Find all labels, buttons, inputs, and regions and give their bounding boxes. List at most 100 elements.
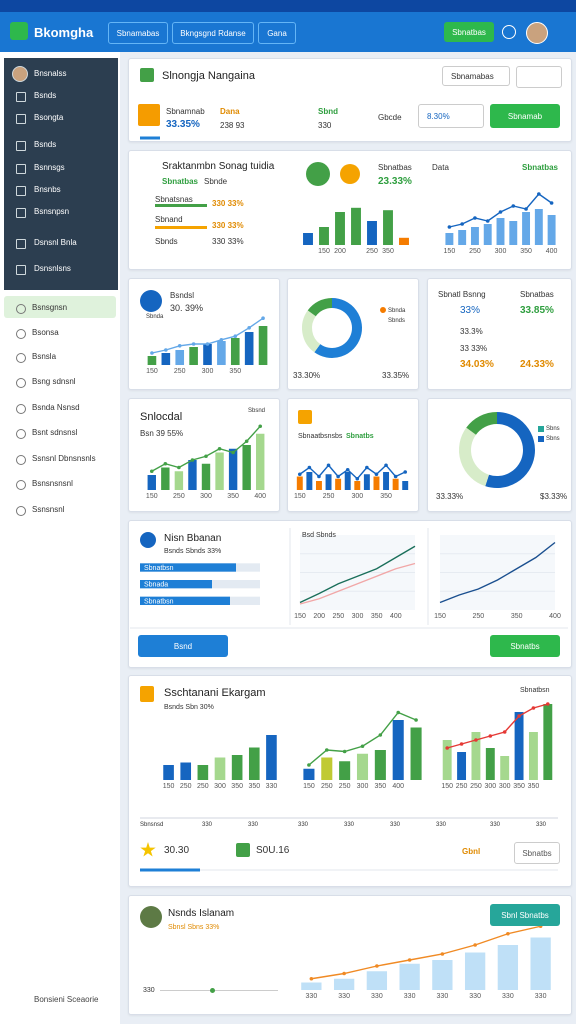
panel — [128, 58, 572, 142]
x-tick-label: 250 — [197, 783, 209, 790]
x-tick-label: 330 — [469, 993, 481, 1000]
point — [407, 958, 412, 962]
x-tick-label: 250 — [173, 493, 185, 500]
button[interactable]: Sbnamab — [490, 104, 560, 128]
select[interactable]: Sbnamabas — [442, 66, 510, 86]
panel-title: Sraktanmbn Sonag tuidia — [162, 161, 275, 172]
point — [324, 748, 329, 752]
x-tick-label: 350 — [380, 493, 392, 500]
nav-icon — [16, 480, 26, 490]
x-tick-label: 300 — [484, 783, 496, 790]
x-tick-label: 330 — [404, 993, 416, 1000]
button[interactable]: Sbnatbs — [514, 842, 560, 864]
stat-value: 238 93 — [220, 121, 245, 130]
label: Bsn 39 55% — [140, 429, 184, 438]
bar — [242, 445, 251, 490]
bar — [543, 704, 553, 780]
point — [261, 316, 265, 321]
button[interactable]: Sbnl Sbnatbs — [490, 904, 560, 926]
card — [128, 278, 280, 390]
panel-title: Slnongja Nangaina — [162, 70, 255, 82]
nav-item: Bsnt sdnsnsl — [32, 428, 78, 437]
value: 33.30% — [293, 371, 321, 380]
bar — [339, 761, 351, 780]
bar — [458, 230, 467, 245]
bar — [215, 452, 224, 490]
bar — [315, 481, 322, 490]
point — [177, 344, 182, 348]
bar — [366, 971, 388, 990]
header-button[interactable]: Sbnatbas — [444, 22, 494, 42]
tab[interactable]: Gana — [258, 22, 296, 44]
avatar[interactable] — [526, 22, 548, 44]
card-title: Snlocdal — [140, 411, 183, 423]
list-value: 330 33% — [212, 237, 244, 246]
bar — [483, 224, 492, 245]
stat-value: 330 — [318, 121, 332, 130]
x-tick-label: 250 — [339, 783, 351, 790]
x-tick-label: 250 — [472, 613, 484, 620]
nav-item: Bsnda Nsnsd — [32, 403, 80, 412]
list-label: Sbnds — [155, 237, 178, 246]
point — [447, 225, 452, 229]
stat: 33 33% — [460, 344, 488, 353]
nav-icon — [16, 208, 26, 218]
bar-label: Sbnatbsn — [144, 598, 174, 605]
x-tick-label: 150 — [146, 493, 158, 500]
card-title: Sbnatl Bsnng — [438, 290, 486, 299]
legend-swatch — [538, 436, 544, 442]
x-tick-label: 150 — [444, 248, 456, 255]
nav-icon — [16, 239, 26, 249]
stat-value: 33.35% — [166, 119, 200, 130]
line — [447, 703, 549, 749]
input[interactable]: 8.30% — [418, 104, 484, 128]
x-tick-label: 330 — [371, 993, 383, 1000]
button[interactable]: Sbnatbs — [490, 635, 560, 657]
bar — [147, 475, 156, 490]
x-tick-label: 350 — [511, 613, 523, 620]
x-tick-label: 300 — [214, 783, 226, 790]
x-tick-label: 150 — [146, 368, 158, 375]
point — [164, 348, 168, 352]
x-tick-label: 150 — [303, 783, 315, 790]
logo[interactable]: Bkomgha — [34, 25, 94, 40]
option[interactable]: Gbnl — [462, 847, 481, 856]
label: Sbnda — [146, 314, 164, 320]
bar — [161, 467, 170, 490]
point — [524, 207, 528, 211]
stat: 33.3% — [460, 327, 483, 336]
stat: 33.85% — [520, 305, 554, 316]
bar — [399, 237, 409, 245]
tab[interactable]: Sbnamabas — [108, 22, 168, 44]
panel-title: Nsnds Islanam — [168, 908, 235, 919]
label: Sbnatbas — [162, 177, 199, 186]
bar — [244, 332, 254, 365]
point — [360, 744, 365, 749]
bar — [228, 448, 238, 490]
button[interactable]: Bsnd — [138, 635, 228, 657]
option[interactable]: Gbcde — [378, 113, 402, 122]
legend-swatch — [380, 307, 386, 313]
search[interactable] — [516, 66, 562, 88]
x-tick-label: 250 — [469, 248, 481, 255]
point — [345, 467, 350, 472]
icon — [140, 532, 156, 548]
active-item — [4, 296, 116, 318]
donut-slice — [307, 298, 333, 317]
bar — [547, 215, 556, 245]
tab[interactable]: Bkngsgnd Rdanse — [172, 22, 254, 44]
nav-icon — [16, 186, 26, 196]
point — [485, 219, 490, 223]
point — [307, 465, 312, 470]
line — [439, 541, 556, 604]
x-tick-label: 350 — [231, 783, 243, 790]
nav-icon — [16, 404, 26, 414]
x-tick-label: 330 — [535, 993, 547, 1000]
x-tick-label: 400 — [549, 613, 561, 620]
x-tick-label: 330 — [306, 993, 318, 1000]
status-icon[interactable] — [502, 25, 516, 39]
x-tick-label: 250 — [456, 783, 468, 790]
nav-item: Bsnsnsnsnl — [32, 479, 73, 488]
point — [375, 964, 379, 968]
bar — [303, 768, 315, 780]
